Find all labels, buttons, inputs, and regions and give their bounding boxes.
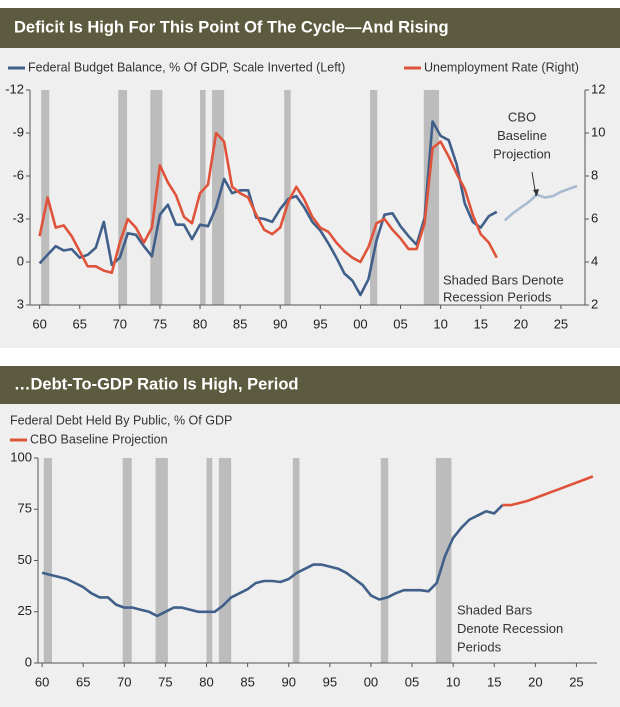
series-line xyxy=(503,184,578,222)
x-tick-label: 25 xyxy=(569,674,583,689)
y2-tick-label: 12 xyxy=(591,81,605,96)
x-tick-label: 20 xyxy=(528,674,542,689)
recession-bar xyxy=(206,458,213,663)
recession-bar xyxy=(200,90,206,305)
y2-tick-label: 2 xyxy=(591,296,598,311)
y-tick-label: 3 xyxy=(17,296,24,311)
y-tick-label: -3 xyxy=(12,210,24,225)
x-tick-label: 90 xyxy=(273,316,287,331)
x-tick-label: 70 xyxy=(117,674,131,689)
legend-label: Unemployment Rate (Right) xyxy=(424,60,579,74)
y2-tick-label: 6 xyxy=(591,210,598,225)
x-tick-label: 70 xyxy=(113,316,127,331)
series-line xyxy=(38,131,498,275)
panel xyxy=(0,48,620,348)
header-bar xyxy=(0,8,620,48)
recession-bar xyxy=(370,90,378,305)
chart-title: Deficit Is High For This Point Of The Cy… xyxy=(14,18,449,36)
y-tick-label: -12 xyxy=(5,81,24,96)
arrow-head xyxy=(533,189,539,196)
x-tick-label: 05 xyxy=(393,316,407,331)
recession-bar xyxy=(155,458,168,663)
x-tick-label: 05 xyxy=(405,674,419,689)
x-tick-label: 85 xyxy=(240,674,254,689)
recession-bar xyxy=(118,90,128,305)
annotation: Projection xyxy=(493,146,551,161)
annotation: Shaded Bars Denote xyxy=(443,272,564,287)
recession-bar xyxy=(122,458,132,663)
recession-bar xyxy=(41,90,50,305)
y-tick-label: -9 xyxy=(12,124,24,139)
annotation: CBO xyxy=(508,109,536,124)
x-tick-label: 65 xyxy=(72,316,86,331)
x-tick-label: 85 xyxy=(233,316,247,331)
recession-bar xyxy=(43,458,52,663)
x-tick-label: 80 xyxy=(199,674,213,689)
recession-bar xyxy=(380,458,389,663)
x-tick-label: 60 xyxy=(35,674,49,689)
y2-tick-label: 10 xyxy=(591,124,605,139)
x-tick-label: 60 xyxy=(32,316,46,331)
y2-tick-label: 4 xyxy=(591,253,598,268)
y2-tick-label: 8 xyxy=(591,167,598,182)
annotation: Periods xyxy=(457,639,502,654)
x-tick-label: 65 xyxy=(76,674,90,689)
y-tick-label: -6 xyxy=(12,167,24,182)
header-bar xyxy=(0,366,620,404)
y-tick-label: 100 xyxy=(10,449,32,464)
x-tick-label: 20 xyxy=(514,316,528,331)
annotation: Recession Periods xyxy=(443,289,552,304)
x-tick-label: 00 xyxy=(353,316,367,331)
legend-label: Federal Budget Balance, % Of GDP, Scale … xyxy=(28,60,345,74)
panel xyxy=(0,404,620,707)
annotation: Baseline xyxy=(497,128,547,143)
x-tick-label: 15 xyxy=(474,316,488,331)
x-tick-label: 80 xyxy=(193,316,207,331)
x-tick-label: 90 xyxy=(281,674,295,689)
chart-title: …Debt-To-GDP Ratio Is High, Period xyxy=(14,375,298,393)
series-line xyxy=(502,475,594,507)
x-tick-label: 75 xyxy=(158,674,172,689)
x-tick-label: 00 xyxy=(364,674,378,689)
recession-bar xyxy=(218,458,232,663)
annotation: Denote Recession xyxy=(457,621,563,636)
x-tick-label: 95 xyxy=(313,316,327,331)
y-tick-label: 0 xyxy=(25,654,32,669)
x-tick-label: 15 xyxy=(487,674,501,689)
x-tick-label: 25 xyxy=(554,316,568,331)
x-tick-label: 10 xyxy=(433,316,447,331)
x-tick-label: 10 xyxy=(446,674,460,689)
y-tick-label: 25 xyxy=(18,603,32,618)
x-tick-label: 75 xyxy=(153,316,167,331)
y-tick-label: 75 xyxy=(18,501,32,516)
annotation: Shaded Bars xyxy=(457,602,533,617)
recession-bar xyxy=(284,90,291,305)
series-line xyxy=(41,504,504,618)
recession-bar xyxy=(292,458,300,663)
y-tick-label: 50 xyxy=(18,552,32,567)
x-tick-label: 95 xyxy=(323,674,337,689)
y-tick-label: 0 xyxy=(17,253,24,268)
axis-title: Federal Debt Held By Public, % Of GDP xyxy=(10,413,232,427)
recession-bar xyxy=(423,90,440,305)
legend-label: CBO Baseline Projection xyxy=(30,432,168,446)
